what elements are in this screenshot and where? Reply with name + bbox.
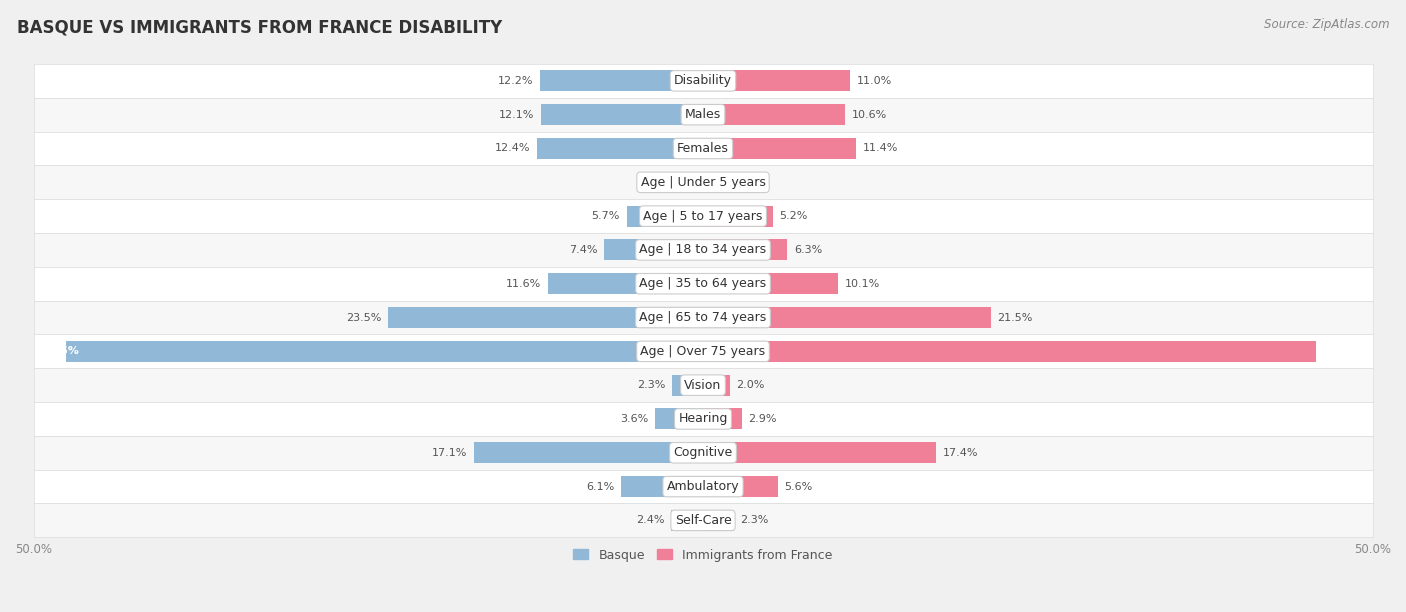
- Text: 17.1%: 17.1%: [432, 448, 467, 458]
- Text: 11.0%: 11.0%: [858, 76, 893, 86]
- Bar: [703, 341, 1316, 362]
- Bar: [34, 132, 1372, 165]
- Text: 21.5%: 21.5%: [998, 313, 1033, 323]
- Text: 17.4%: 17.4%: [942, 448, 979, 458]
- Bar: [703, 138, 856, 159]
- Text: 47.6%: 47.6%: [41, 346, 79, 356]
- Bar: [537, 138, 703, 159]
- Bar: [34, 504, 1372, 537]
- Text: 12.1%: 12.1%: [499, 110, 534, 120]
- Text: Females: Females: [678, 142, 728, 155]
- Text: 11.4%: 11.4%: [862, 143, 897, 154]
- Text: 2.3%: 2.3%: [741, 515, 769, 525]
- Text: Disability: Disability: [673, 75, 733, 88]
- Text: Hearing: Hearing: [678, 412, 728, 425]
- Text: Age | 35 to 64 years: Age | 35 to 64 years: [640, 277, 766, 290]
- Bar: [34, 334, 1372, 368]
- Bar: [34, 436, 1372, 469]
- Bar: [34, 98, 1372, 132]
- Bar: [34, 402, 1372, 436]
- Bar: [703, 442, 936, 463]
- Text: Self-Care: Self-Care: [675, 514, 731, 527]
- Bar: [541, 104, 703, 125]
- Text: 5.7%: 5.7%: [592, 211, 620, 221]
- Bar: [703, 273, 838, 294]
- Text: BASQUE VS IMMIGRANTS FROM FRANCE DISABILITY: BASQUE VS IMMIGRANTS FROM FRANCE DISABIL…: [17, 18, 502, 36]
- Bar: [621, 476, 703, 497]
- Text: 2.0%: 2.0%: [737, 380, 765, 390]
- Bar: [548, 273, 703, 294]
- Text: Age | 18 to 34 years: Age | 18 to 34 years: [640, 244, 766, 256]
- Bar: [627, 206, 703, 226]
- Bar: [703, 408, 742, 430]
- Text: Age | 5 to 17 years: Age | 5 to 17 years: [644, 209, 762, 223]
- Bar: [686, 172, 703, 193]
- Bar: [703, 307, 991, 328]
- Text: 5.2%: 5.2%: [779, 211, 807, 221]
- Bar: [655, 408, 703, 430]
- Bar: [671, 510, 703, 531]
- Text: 1.2%: 1.2%: [725, 177, 754, 187]
- Text: 11.6%: 11.6%: [506, 278, 541, 289]
- Text: 10.1%: 10.1%: [845, 278, 880, 289]
- Bar: [672, 375, 703, 395]
- Text: 2.9%: 2.9%: [748, 414, 778, 424]
- Bar: [34, 469, 1372, 504]
- Bar: [34, 165, 1372, 199]
- Bar: [703, 239, 787, 260]
- Text: 1.3%: 1.3%: [651, 177, 679, 187]
- Bar: [703, 476, 778, 497]
- Text: 2.3%: 2.3%: [637, 380, 665, 390]
- Text: Age | 65 to 74 years: Age | 65 to 74 years: [640, 311, 766, 324]
- Text: 6.1%: 6.1%: [586, 482, 614, 491]
- Bar: [34, 64, 1372, 98]
- Bar: [703, 70, 851, 91]
- Bar: [703, 172, 718, 193]
- Text: 45.8%: 45.8%: [1327, 346, 1365, 356]
- Bar: [703, 104, 845, 125]
- Bar: [703, 510, 734, 531]
- Text: 2.4%: 2.4%: [636, 515, 664, 525]
- Bar: [34, 267, 1372, 300]
- Bar: [605, 239, 703, 260]
- Bar: [34, 368, 1372, 402]
- Legend: Basque, Immigrants from France: Basque, Immigrants from France: [568, 543, 838, 567]
- Text: 6.3%: 6.3%: [794, 245, 823, 255]
- Text: Source: ZipAtlas.com: Source: ZipAtlas.com: [1264, 18, 1389, 31]
- Bar: [540, 70, 703, 91]
- Text: 23.5%: 23.5%: [346, 313, 381, 323]
- Bar: [703, 375, 730, 395]
- Text: Cognitive: Cognitive: [673, 446, 733, 459]
- Bar: [388, 307, 703, 328]
- Bar: [66, 341, 703, 362]
- Bar: [34, 233, 1372, 267]
- Bar: [703, 206, 773, 226]
- Text: 12.4%: 12.4%: [495, 143, 530, 154]
- Text: Age | Over 75 years: Age | Over 75 years: [641, 345, 765, 358]
- Text: 10.6%: 10.6%: [852, 110, 887, 120]
- Text: 5.6%: 5.6%: [785, 482, 813, 491]
- Text: Age | Under 5 years: Age | Under 5 years: [641, 176, 765, 188]
- Bar: [474, 442, 703, 463]
- Text: 7.4%: 7.4%: [568, 245, 598, 255]
- Text: Males: Males: [685, 108, 721, 121]
- Text: 12.2%: 12.2%: [498, 76, 533, 86]
- Text: Ambulatory: Ambulatory: [666, 480, 740, 493]
- Bar: [34, 300, 1372, 334]
- Text: 3.6%: 3.6%: [620, 414, 648, 424]
- Bar: [34, 199, 1372, 233]
- Text: Vision: Vision: [685, 379, 721, 392]
